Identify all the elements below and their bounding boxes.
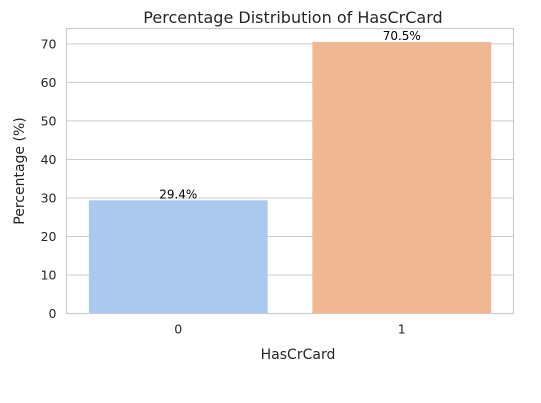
y-tick-label: 50: [41, 113, 57, 128]
bar-value-label: 29.4%: [159, 187, 197, 201]
x-axis-label: HasCrCard: [261, 347, 336, 363]
chart-title: Percentage Distribution of HasCrCard: [143, 8, 442, 27]
y-axis-label: Percentage (%): [12, 117, 28, 224]
x-tick-label: 0: [174, 322, 182, 337]
y-tick-label: 10: [41, 267, 57, 282]
bar-0: [88, 200, 268, 314]
bar-value-label: 70.5%: [383, 29, 421, 43]
plot-frame: [65, 27, 515, 315]
bar-1: [312, 41, 492, 314]
y-tick-label: 20: [41, 229, 57, 244]
y-tick-label: 40: [41, 152, 57, 167]
bars: [88, 41, 492, 314]
data-labels: 29.4% 70.5%: [159, 29, 421, 201]
x-tick-label: 1: [398, 322, 406, 337]
y-tick-label: 30: [41, 190, 57, 205]
y-tick-label: 70: [41, 36, 57, 51]
y-tick-label: 60: [41, 75, 57, 90]
y-tick-labels: 0 10 20 30 40 50 60 70: [41, 36, 57, 321]
y-tick-label: 0: [49, 306, 57, 321]
